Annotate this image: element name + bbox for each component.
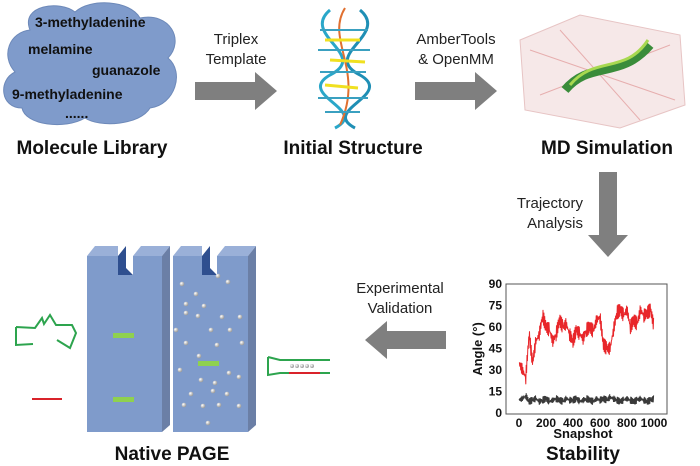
ligand-bead (239, 340, 245, 346)
ligand-bead (214, 342, 220, 348)
triplex-complex-icon (267, 356, 330, 377)
y-tick-label: 90 (489, 277, 503, 291)
ligand-bead (224, 391, 230, 397)
x-tick-label: 400 (563, 416, 583, 430)
series-line-red (518, 303, 655, 385)
x-tick-label: 600 (590, 416, 610, 430)
step-triplex-2: Template (206, 51, 267, 68)
ligand-bead (195, 313, 201, 319)
x-tick-label: 0 (516, 416, 523, 430)
arrow-right-icon (415, 72, 497, 110)
x-axis-label: Snapshot (553, 426, 613, 441)
y-tick-label: 60 (489, 320, 503, 334)
ligand-bead (205, 420, 211, 426)
molecule-ellipsis: ...... (65, 105, 88, 121)
gel-band (198, 361, 219, 366)
arrow-right-icon (195, 72, 277, 110)
initial-structure-label: Initial Structure (283, 138, 422, 159)
x-tick-label: 800 (617, 416, 637, 430)
y-tick-label: 45 (489, 342, 503, 356)
y-tick-label: 30 (489, 363, 503, 377)
md-simulation-label: MD Simulation (541, 138, 673, 159)
ligand-bead (173, 327, 179, 333)
stability-label: Stability (546, 444, 620, 465)
ligand-bead (198, 377, 204, 383)
ligand-bead (216, 402, 222, 408)
ligand-bead (179, 281, 185, 287)
step-trajectory-2: Analysis (527, 215, 583, 232)
gel-band (113, 333, 134, 338)
ligand-bead (227, 327, 233, 333)
arrow-left-icon (365, 321, 446, 359)
ligand-bead (219, 314, 225, 320)
molecule-4: 9-methyladenine (12, 86, 123, 102)
arrow-down-icon (588, 172, 628, 257)
molecule-cloud: 3-methyladenine melamine guanazole 9-met… (3, 2, 177, 126)
ligand-bead (188, 391, 194, 397)
y-axis-label: Angle (°) (470, 322, 485, 376)
step-validation-1: Experimental (356, 280, 444, 297)
ligand-bead (236, 403, 242, 409)
ligand-bead (208, 327, 214, 333)
ligand-bead (201, 303, 207, 309)
gel-with-ligand (173, 246, 256, 432)
ligand-bead (183, 310, 189, 316)
y-tick-label: 0 (495, 406, 502, 420)
x-tick-label: 200 (536, 416, 556, 430)
step-triplex-1: Triplex (214, 31, 259, 48)
step-amber-1: AmberTools (416, 31, 495, 48)
ligand-bead (200, 403, 206, 409)
step-trajectory-1: Trajectory (517, 195, 584, 212)
series-line-black (518, 393, 655, 405)
molecule-1: 3-methyladenine (35, 14, 146, 30)
y-tick-label: 75 (489, 299, 503, 313)
x-tick-label: 1000 (641, 416, 668, 430)
unfolded-strands (15, 313, 78, 400)
dna-triplex-structure (318, 7, 371, 130)
ligand-bead (193, 291, 199, 297)
ligand-bead (177, 367, 183, 373)
ligand-bead (225, 279, 231, 285)
ligand-bead (183, 301, 189, 307)
gel-band (113, 397, 134, 402)
ligand-bead (212, 380, 218, 386)
step-amber-2: & OpenMM (418, 51, 494, 68)
ligand-bead (236, 374, 242, 380)
ligand-bead (196, 353, 202, 359)
ligand-bead (215, 273, 221, 279)
step-validation-2: Validation (368, 300, 433, 317)
ligand-bead (181, 402, 187, 408)
y-tick-label: 15 (489, 385, 503, 399)
native-page-label: Native PAGE (115, 444, 230, 465)
md-water-box (519, 14, 686, 129)
ligand-bead (210, 388, 216, 394)
chart-frame (505, 283, 668, 415)
gel-control (87, 246, 170, 432)
ligand-bead (226, 370, 232, 376)
ligand-bead (237, 314, 243, 320)
molecule-library-label: Molecule Library (17, 138, 168, 159)
molecule-2: melamine (28, 41, 93, 57)
molecule-3: guanazole (92, 62, 161, 78)
ligand-bead (183, 340, 189, 346)
